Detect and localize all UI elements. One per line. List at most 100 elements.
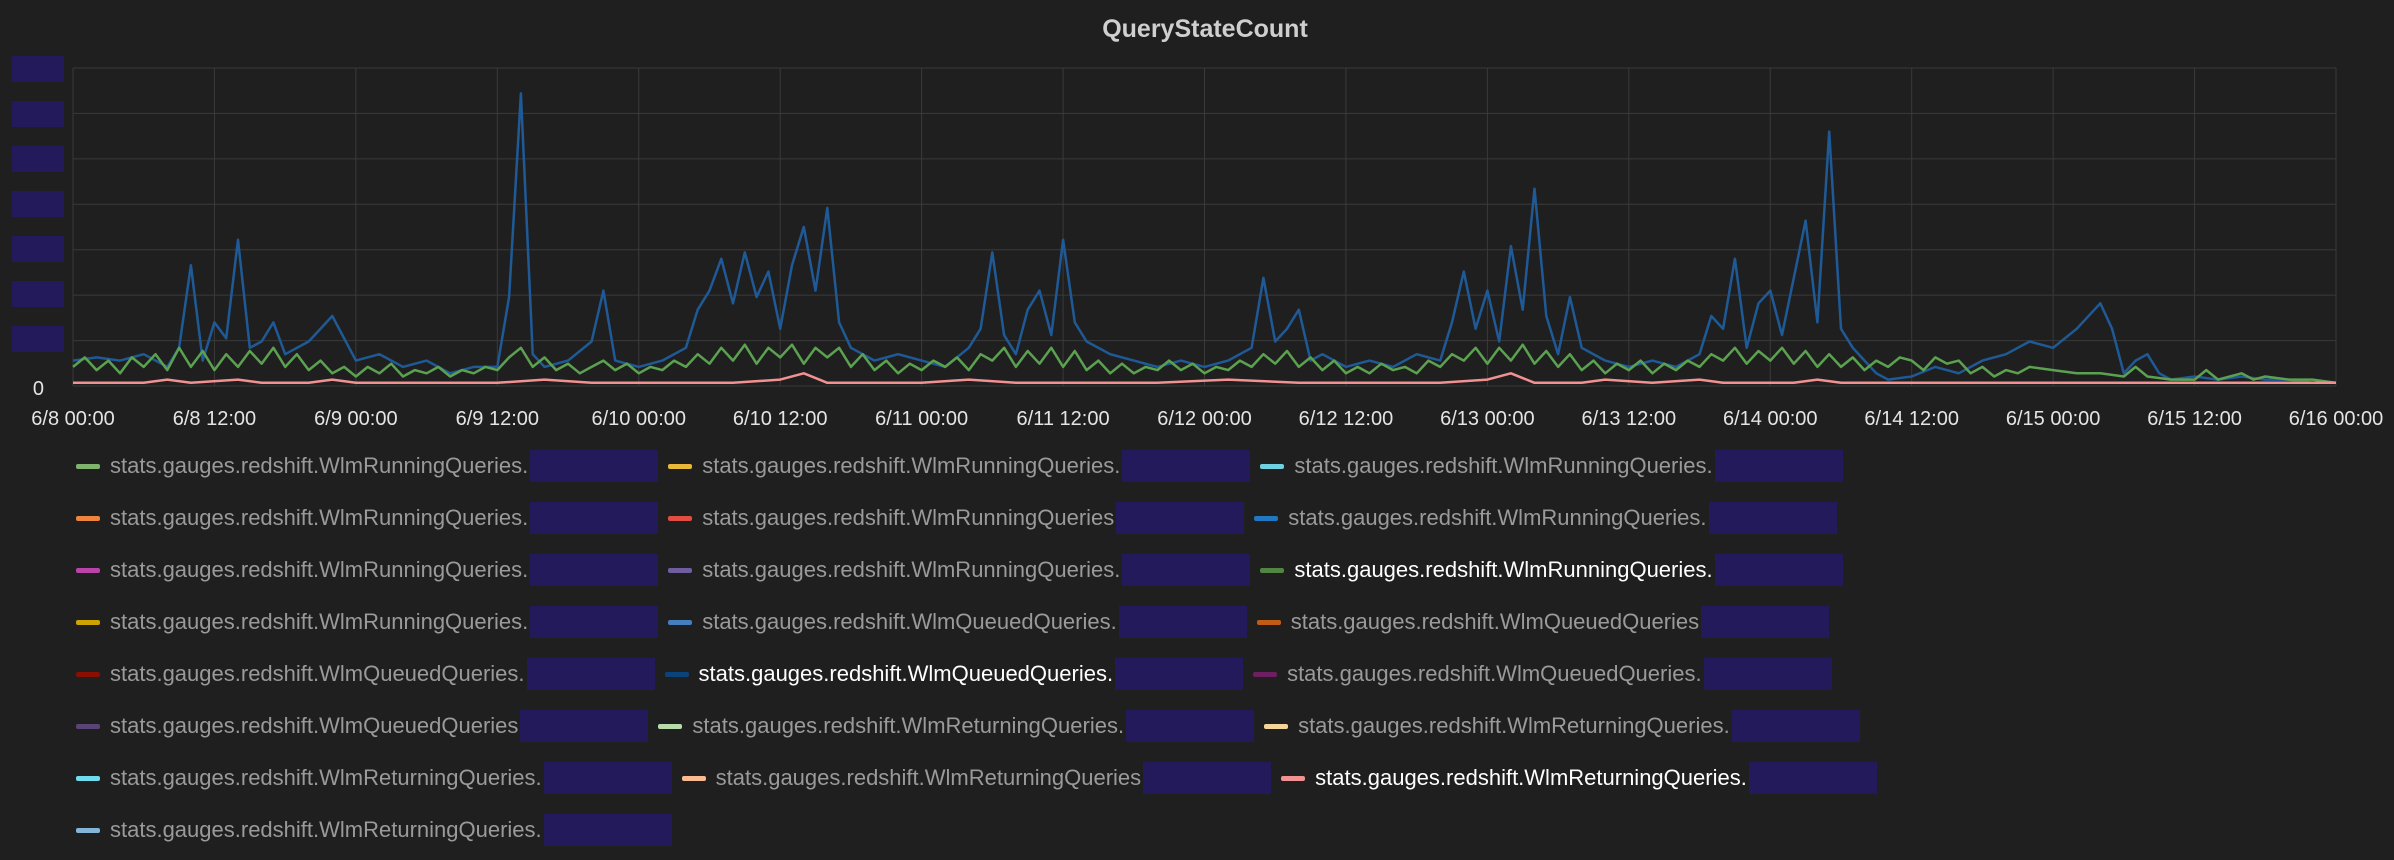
redacted-series-suffix (530, 606, 659, 638)
legend-item[interactable]: stats.gauges.redshift.WlmRunningQueries. (1254, 502, 1837, 534)
legend-swatch (76, 827, 100, 833)
legend-item[interactable]: stats.gauges.redshift.WlmRunningQueries. (76, 606, 659, 638)
legend-label: stats.gauges.redshift.WlmRunningQueries. (702, 557, 1121, 582)
legend-item[interactable]: stats.gauges.redshift.WlmQueuedQueries. (1253, 658, 1832, 690)
redacted-series-suffix (530, 450, 659, 482)
legend-label: stats.gauges.redshift.WlmReturningQuerie… (1298, 713, 1730, 738)
redacted-series-suffix (543, 762, 672, 794)
x-tick-label: 6/8 12:00 (173, 408, 256, 430)
legend-item[interactable]: stats.gauges.redshift.WlmRunningQueries. (668, 450, 1251, 482)
legend-swatch (76, 723, 100, 729)
chart-grid (72, 67, 2337, 387)
redacted-series-suffix (1122, 450, 1251, 482)
legend-label: stats.gauges.redshift.WlmReturningQuerie… (692, 713, 1125, 738)
legend-swatch (668, 567, 693, 573)
legend-item[interactable]: stats.gauges.redshift.WlmReturningQuerie… (76, 814, 672, 846)
legend-item[interactable]: stats.gauges.redshift.WlmRunningQueries. (1260, 450, 1843, 482)
redacted-y-tick (12, 56, 64, 82)
x-tick-label: 6/10 00:00 (591, 408, 686, 430)
redacted-series-suffix (1118, 606, 1247, 638)
legend-swatch (668, 463, 693, 469)
legend-swatch (681, 775, 706, 781)
redacted-y-tick (12, 326, 64, 352)
legend-item[interactable]: stats.gauges.redshift.WlmQueuedQueries (76, 710, 649, 742)
x-tick-label: 6/9 12:00 (456, 408, 539, 430)
legend-swatch (1260, 463, 1285, 469)
redacted-series-suffix (526, 658, 655, 690)
legend-item[interactable]: stats.gauges.redshift.WlmQueuedQueries. (664, 658, 1244, 690)
legend-swatch (1253, 671, 1278, 677)
legend-label: stats.gauges.redshift.WlmReturningQuerie… (110, 765, 542, 790)
legend-row: stats.gauges.redshift.WlmRunningQueries.… (76, 492, 2306, 544)
x-tick-label: 6/11 12:00 (1017, 408, 1110, 430)
redacted-series-suffix (1703, 658, 1832, 690)
redacted-series-suffix (1708, 502, 1837, 534)
legend-item[interactable]: stats.gauges.redshift.WlmQueuedQueries. (76, 658, 655, 690)
legend-item[interactable]: stats.gauges.redshift.WlmRunningQueries. (76, 502, 659, 534)
redacted-series-suffix (1748, 762, 1877, 794)
redacted-series-suffix (520, 710, 649, 742)
redacted-series-suffix (1714, 554, 1843, 586)
legend-swatch (668, 515, 693, 521)
legend-row: stats.gauges.redshift.WlmReturningQuerie… (76, 804, 2306, 856)
legend-label: stats.gauges.redshift.WlmQueuedQueries. (1287, 661, 1702, 686)
legend-label: stats.gauges.redshift.WlmQueuedQueries (1290, 609, 1700, 634)
x-tick-label: 6/13 00:00 (1440, 408, 1535, 430)
legend-item[interactable]: stats.gauges.redshift.WlmReturningQuerie… (681, 762, 1272, 794)
legend-item[interactable]: stats.gauges.redshift.WlmRunningQueries (668, 502, 1245, 534)
legend-row: stats.gauges.redshift.WlmReturningQuerie… (76, 752, 2306, 804)
legend-item[interactable]: stats.gauges.redshift.WlmRunningQueries. (668, 554, 1251, 586)
legend-item[interactable]: stats.gauges.redshift.WlmQueuedQueries (1256, 606, 1830, 638)
legend-swatch (664, 671, 689, 677)
legend-label: stats.gauges.redshift.WlmRunningQueries. (110, 453, 529, 478)
legend-label: stats.gauges.redshift.WlmQueuedQueries. (110, 661, 525, 686)
legend-item[interactable]: stats.gauges.redshift.WlmReturningQuerie… (658, 710, 1255, 742)
legend-row: stats.gauges.redshift.WlmRunningQueries.… (76, 596, 2306, 648)
legend-swatch (1256, 619, 1281, 625)
legend-label: stats.gauges.redshift.WlmRunningQueries. (1294, 557, 1713, 582)
x-tick-label: 6/15 00:00 (2006, 408, 2101, 430)
legend-label: stats.gauges.redshift.WlmRunningQueries. (110, 557, 529, 582)
legend-label: stats.gauges.redshift.WlmRunningQueries. (702, 453, 1121, 478)
legend-row: stats.gauges.redshift.WlmRunningQueries.… (76, 440, 2306, 492)
legend-label: stats.gauges.redshift.WlmRunningQueries. (110, 505, 529, 530)
x-tick-label: 6/14 00:00 (1723, 408, 1818, 430)
redacted-series-suffix (1731, 710, 1860, 742)
redacted-y-tick (12, 236, 64, 262)
legend-item[interactable]: stats.gauges.redshift.WlmQueuedQueries. (668, 606, 1247, 638)
series-line-pink-returning (73, 372, 2336, 385)
redacted-y-tick (12, 281, 64, 307)
chart-title: QueryStateCount (1102, 15, 1308, 43)
chart-series (72, 92, 2337, 385)
legend-label: stats.gauges.redshift.WlmReturningQuerie… (1315, 765, 1747, 790)
y-tick-label: 0 (33, 378, 44, 400)
legend-item[interactable]: stats.gauges.redshift.WlmReturningQuerie… (1281, 762, 1877, 794)
x-tick-label: 6/12 00:00 (1157, 408, 1252, 430)
x-tick-label: 6/11 00:00 (875, 408, 968, 430)
legend-label: stats.gauges.redshift.WlmQueuedQueries. (698, 661, 1114, 686)
chart-legend: stats.gauges.redshift.WlmRunningQueries.… (76, 440, 2306, 856)
legend-label: stats.gauges.redshift.WlmRunningQueries (702, 505, 1115, 530)
legend-label: stats.gauges.redshift.WlmReturningQuerie… (715, 765, 1142, 790)
legend-swatch (1260, 567, 1285, 573)
redacted-series-suffix (1714, 450, 1843, 482)
redacted-series-suffix (1701, 606, 1830, 638)
series-line-green-running (72, 343, 2337, 385)
legend-swatch (76, 463, 100, 469)
legend-label: stats.gauges.redshift.WlmRunningQueries. (110, 609, 529, 634)
redacted-series-suffix (1116, 502, 1245, 534)
legend-item[interactable]: stats.gauges.redshift.WlmRunningQueries. (76, 450, 659, 482)
x-axis: 6/8 00:00 6/8 12:00 6/9 00:00 6/9 12:00 6/10… (31, 408, 2383, 430)
redacted-series-suffix (543, 814, 672, 846)
legend-item[interactable]: stats.gauges.redshift.WlmRunningQueries. (76, 554, 659, 586)
redacted-series-suffix (530, 554, 659, 586)
legend-row: stats.gauges.redshift.WlmQueuedQueries. s… (76, 648, 2306, 700)
legend-swatch (76, 515, 100, 521)
legend-item[interactable]: stats.gauges.redshift.WlmReturningQuerie… (76, 762, 672, 794)
legend-label: stats.gauges.redshift.WlmQueuedQueries (110, 713, 519, 738)
legend-label: stats.gauges.redshift.WlmRunningQueries. (1294, 453, 1713, 478)
legend-item[interactable]: stats.gauges.redshift.WlmReturningQuerie… (1264, 710, 1860, 742)
legend-item[interactable]: stats.gauges.redshift.WlmRunningQueries. (1260, 554, 1843, 586)
redacted-series-suffix (1126, 710, 1255, 742)
x-tick-label: 6/15 12:00 (2147, 408, 2242, 430)
